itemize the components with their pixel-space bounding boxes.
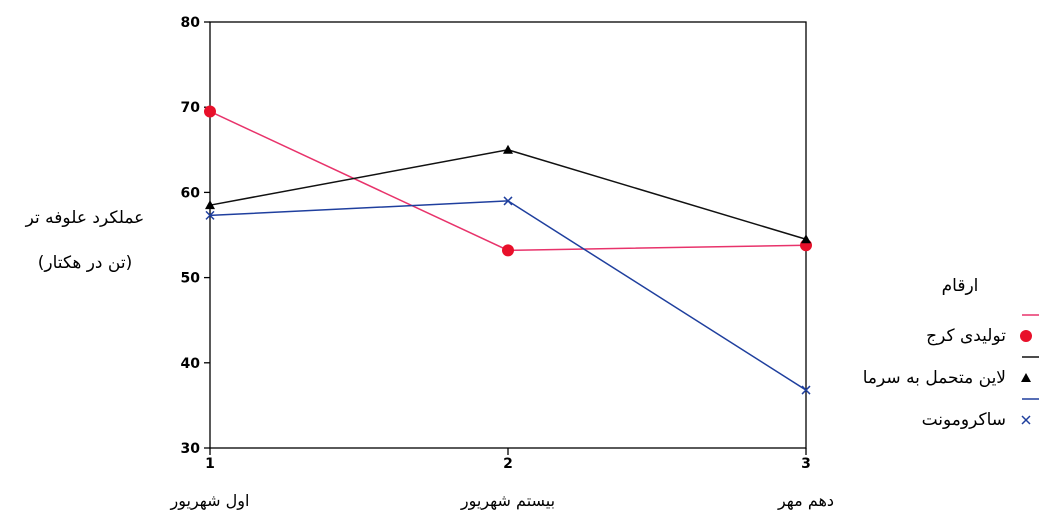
y-tick-label: 80 [181, 15, 201, 31]
y-tick-label: 50 [181, 271, 201, 287]
data-point-x [801, 385, 811, 395]
y-axis: 30 40 50 60 70 80 [181, 15, 210, 457]
data-point-triangle [205, 200, 215, 210]
legend-title: ارقام [942, 276, 979, 296]
y-tick-label: 40 [181, 356, 201, 372]
data-point-x-stroke [503, 196, 513, 206]
legend-item-1: تولیدی کرج [926, 314, 1039, 346]
data-point-circle [204, 105, 216, 118]
y-axis-title-line1: عملکرد علوفه تر [25, 208, 145, 228]
legend-label: تولیدی کرج [926, 326, 1006, 346]
data-point-x-stroke [205, 210, 215, 220]
legend-label: ساکرومونت [922, 410, 1006, 430]
legend: تولیدی کرج لاین متحمل به سرما ساکرومونت [863, 314, 1039, 430]
data-point-x-stroke [1021, 415, 1031, 425]
data-point-x [503, 196, 513, 206]
x-tick-label: 1 [205, 456, 215, 472]
x-category-label: بیستم شهریور [460, 491, 555, 511]
x-tick-label: 2 [503, 456, 513, 472]
x-category-label: اول شهریور [170, 491, 250, 511]
x-category-label: دهم مهر [777, 491, 834, 511]
x-axis: 1 اول شهریور 2 بیستم شهریور 3 دهم مهر [170, 448, 834, 511]
series-line [209, 110, 807, 252]
data-point-circle [1020, 330, 1032, 342]
y-tick-label: 60 [181, 185, 201, 201]
legend-label: لاین متحمل به سرما [863, 368, 1006, 388]
data-point-triangle [1021, 373, 1031, 382]
x-tick-label: 3 [801, 456, 811, 472]
y-axis-title-line2: (تن در هکتار) [38, 253, 132, 273]
data-point-x [205, 210, 215, 220]
series-2 [205, 144, 811, 244]
data-point-x-stroke [801, 385, 811, 395]
series-line [209, 200, 807, 391]
y-tick-label: 70 [181, 100, 201, 116]
series-line [209, 149, 807, 240]
y-tick-label: 30 [181, 441, 201, 457]
series-1 [204, 105, 812, 257]
data-point-triangle [801, 234, 811, 244]
data-point-triangle [503, 144, 513, 154]
legend-item-2: لاین متحمل به سرما [863, 356, 1039, 388]
plot-frame [209, 21, 807, 449]
series-layer [204, 105, 812, 395]
series-3 [205, 196, 811, 395]
data-point-x [1021, 415, 1031, 425]
data-point-circle [502, 244, 514, 257]
plot-border [209, 21, 807, 449]
legend-item-3: ساکرومونت [922, 398, 1039, 430]
